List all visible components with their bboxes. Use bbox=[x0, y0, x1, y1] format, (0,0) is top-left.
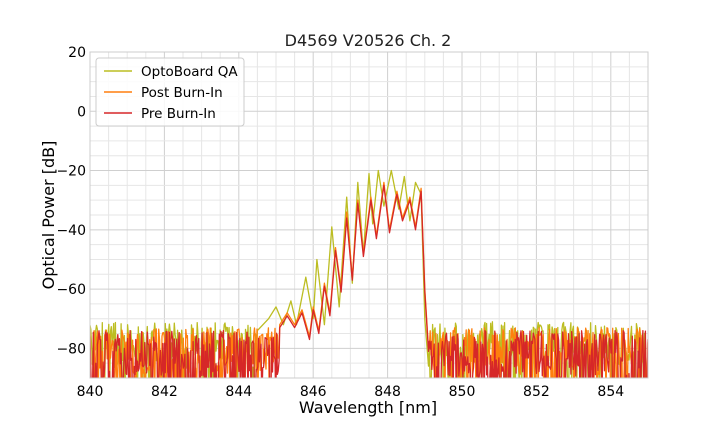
legend: OptoBoard QA Post Burn-In Pre Burn-In bbox=[95, 57, 245, 127]
y-tick-label: 0 bbox=[77, 104, 86, 120]
y-tick-label: −40 bbox=[56, 223, 86, 239]
y-tick-labels: 20 0 −20 −40 −60 −80 bbox=[56, 45, 86, 357]
legend-label-post-burn-in: Post Burn-In bbox=[141, 85, 223, 101]
plot-frame bbox=[89, 51, 649, 379]
x-tick-label: 852 bbox=[523, 384, 550, 400]
plot-area bbox=[89, 51, 649, 379]
x-tick-label: 848 bbox=[374, 384, 401, 400]
x-tick-labels: 840 842 844 846 848 850 852 854 bbox=[77, 384, 625, 400]
x-tick-label: 854 bbox=[597, 384, 624, 400]
legend-label-pre-burn-in: Pre Burn-In bbox=[141, 106, 216, 122]
x-tick-label: 842 bbox=[151, 384, 178, 400]
legend-label-optoboard-qa: OptoBoard QA bbox=[141, 64, 238, 80]
legend-box bbox=[95, 57, 245, 127]
y-axis-title: Optical Power [dB] bbox=[39, 141, 58, 290]
y-tick-label: −80 bbox=[56, 341, 86, 357]
y-tick-label: −60 bbox=[56, 282, 86, 298]
y-tick-label: 20 bbox=[68, 45, 86, 61]
series-line-pre-burn-in bbox=[90, 184, 648, 378]
chart-title: D4569 V20526 Ch. 2 bbox=[285, 31, 452, 50]
x-tick-label: 844 bbox=[225, 384, 252, 400]
series-layer bbox=[90, 169, 648, 378]
x-tick-label: 840 bbox=[77, 384, 104, 400]
x-tick-label: 846 bbox=[300, 384, 327, 400]
x-axis-title: Wavelength [nm] bbox=[299, 398, 437, 417]
x-tick-label: 850 bbox=[449, 384, 476, 400]
y-tick-label: −20 bbox=[56, 164, 86, 180]
